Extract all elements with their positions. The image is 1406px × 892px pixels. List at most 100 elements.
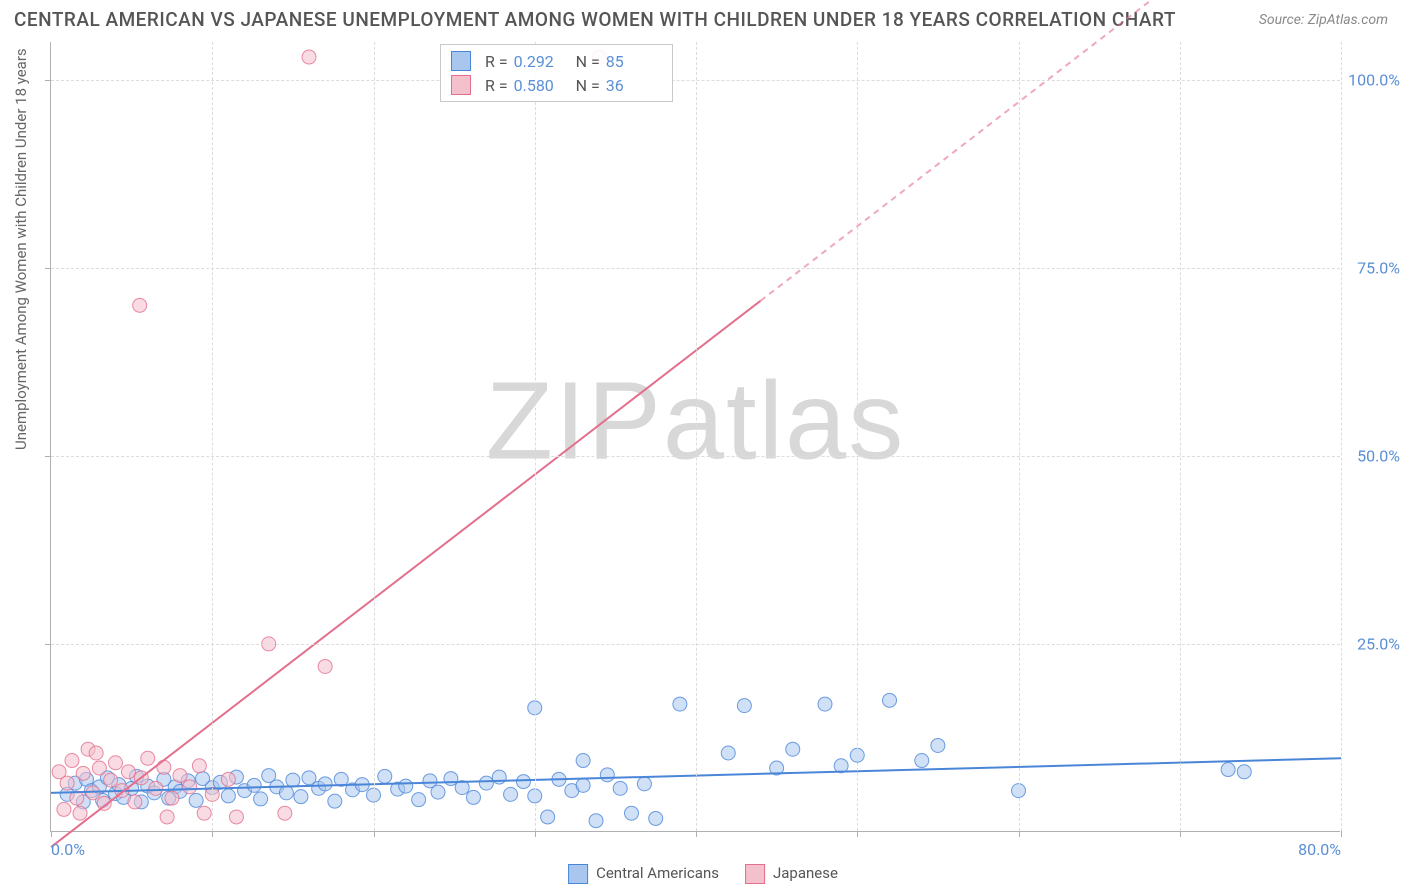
regression-line <box>51 301 761 847</box>
xtick-mark <box>51 831 52 837</box>
data-point <box>60 776 74 790</box>
regression-line-extrapolated <box>761 0 1342 301</box>
data-point <box>128 795 142 809</box>
data-point <box>721 746 735 760</box>
data-point <box>737 699 751 713</box>
xtick-mark <box>1180 831 1181 837</box>
xtick-mark <box>535 831 536 837</box>
data-point <box>89 746 103 760</box>
data-point <box>589 814 603 828</box>
gridline-v <box>696 42 697 831</box>
ytick-label: 50.0% <box>1357 446 1400 465</box>
ytick-label: 25.0% <box>1357 634 1400 653</box>
data-point <box>637 777 651 791</box>
r-value: 0.292 <box>514 52 570 71</box>
data-point <box>649 811 663 825</box>
data-point <box>613 781 627 795</box>
legend-swatch <box>745 864 765 884</box>
chart-title: CENTRAL AMERICAN VS JAPANESE UNEMPLOYMEN… <box>14 8 1176 31</box>
data-point <box>479 776 493 790</box>
gridline-v <box>1180 42 1181 831</box>
data-point <box>1221 763 1235 777</box>
data-point <box>444 772 458 786</box>
xtick-label: 80.0% <box>1298 840 1341 859</box>
data-point <box>625 806 639 820</box>
xtick-mark <box>212 831 213 837</box>
data-point <box>141 751 155 765</box>
data-point <box>229 810 243 824</box>
data-point <box>173 769 187 783</box>
data-point <box>576 778 590 792</box>
data-point <box>104 773 118 787</box>
data-point <box>576 754 590 768</box>
data-point <box>328 794 342 808</box>
plot-area: ZIPatlas 25.0%50.0%75.0%100.0%0.0%80.0% <box>50 42 1340 832</box>
data-point <box>192 759 206 773</box>
y-axis-label: Unemployment Among Women with Children U… <box>12 48 30 450</box>
data-point <box>541 810 555 824</box>
data-point <box>157 760 171 774</box>
ytick-mark <box>45 80 51 81</box>
data-point <box>76 766 90 780</box>
xtick-mark <box>857 831 858 837</box>
ytick-mark <box>45 644 51 645</box>
series-legend: Central Americans Japanese <box>568 864 838 884</box>
data-point <box>302 50 316 64</box>
xtick-label: 0.0% <box>51 840 85 859</box>
data-point <box>818 697 832 711</box>
gridline-v <box>1019 42 1020 831</box>
data-point <box>286 773 300 787</box>
legend-item: Japanese <box>745 864 838 884</box>
ytick-label: 75.0% <box>1357 258 1400 277</box>
stats-legend-row: R = 0.580 N = 36 <box>451 73 662 97</box>
data-point <box>278 806 292 820</box>
xtick-mark <box>1019 831 1020 837</box>
data-point <box>254 792 268 806</box>
legend-swatch <box>451 51 471 71</box>
source-attribution: Source: ZipAtlas.com <box>1259 12 1388 28</box>
legend-item: Central Americans <box>568 864 719 884</box>
data-point <box>221 772 235 786</box>
data-point <box>279 786 293 800</box>
xtick-mark <box>696 831 697 837</box>
data-point <box>92 761 106 775</box>
data-point <box>431 785 445 799</box>
legend-label: Central Americans <box>596 864 719 882</box>
data-point <box>221 789 235 803</box>
n-value: 36 <box>606 76 662 95</box>
r-value: 0.580 <box>514 76 570 95</box>
data-point <box>65 754 79 768</box>
data-point <box>318 777 332 791</box>
data-point <box>318 659 332 673</box>
data-point <box>504 787 518 801</box>
data-point <box>516 775 530 789</box>
stats-legend: R = 0.292N = 85R = 0.580N = 36 <box>440 44 673 102</box>
data-point <box>883 693 897 707</box>
data-point <box>197 806 211 820</box>
data-point <box>600 768 614 782</box>
stats-legend-row: R = 0.292N = 85 <box>451 49 662 73</box>
xtick-mark <box>374 831 375 837</box>
data-point <box>412 793 426 807</box>
legend-swatch <box>568 864 588 884</box>
data-point <box>165 791 179 805</box>
data-point <box>378 769 392 783</box>
r-label: R = <box>485 52 508 71</box>
data-point <box>183 780 197 794</box>
data-point <box>247 778 261 792</box>
xtick-mark <box>1341 831 1342 837</box>
legend-label: Japanese <box>773 864 838 882</box>
data-point <box>149 781 163 795</box>
r-label: R = <box>485 76 508 95</box>
data-point <box>133 298 147 312</box>
n-value: 85 <box>606 52 662 71</box>
data-point <box>786 742 800 756</box>
gridline-v <box>1341 42 1342 831</box>
data-point <box>57 802 71 816</box>
data-point <box>109 756 123 770</box>
n-label: N = <box>576 76 600 95</box>
gridline-v <box>374 42 375 831</box>
ytick-mark <box>45 268 51 269</box>
data-point <box>121 765 135 779</box>
gridline-v <box>212 42 213 831</box>
